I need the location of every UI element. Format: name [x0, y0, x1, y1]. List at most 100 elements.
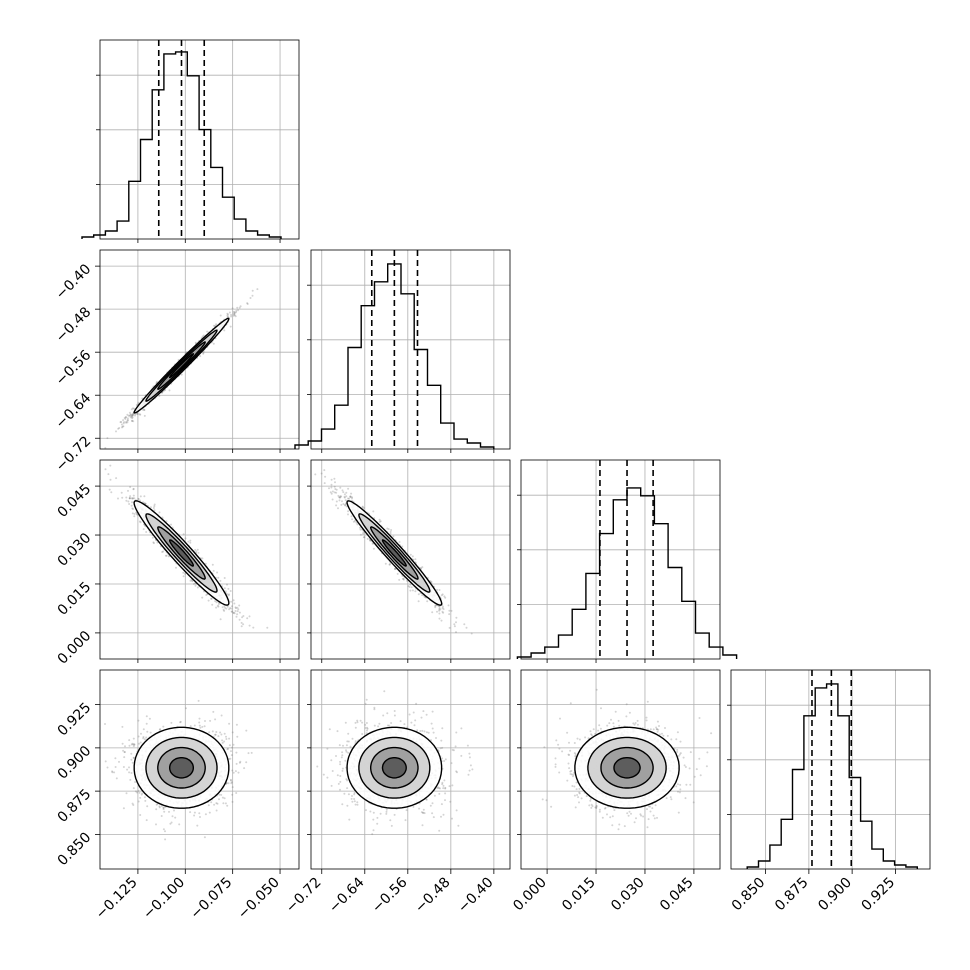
sample-point [132, 407, 134, 410]
sample-point [236, 613, 239, 616]
sample-point [235, 311, 237, 314]
sample-point [335, 491, 338, 494]
sample-point [379, 520, 382, 523]
sample-point [153, 509, 156, 512]
sample-point [230, 315, 233, 318]
sample-point [436, 588, 439, 591]
sample-point [180, 373, 183, 376]
sample-point [392, 535, 395, 538]
sample-point [238, 761, 241, 764]
sample-point [182, 533, 185, 536]
sample-point [161, 516, 164, 519]
sample-point [339, 486, 342, 489]
sample-point [219, 618, 222, 621]
sample-point [201, 596, 204, 599]
sample-point [132, 494, 135, 497]
sample-point [388, 563, 391, 566]
sample-point [104, 447, 107, 449]
sample-point [234, 606, 237, 609]
sample-point [334, 488, 337, 490]
sample-point [128, 411, 131, 414]
sample-point [342, 491, 345, 494]
sample-point [235, 615, 238, 618]
sample-point [231, 307, 234, 310]
sample-point [182, 575, 185, 578]
sample-point [125, 420, 128, 423]
sample-point [155, 803, 158, 806]
sample-point [131, 416, 134, 419]
sample-point [238, 611, 241, 614]
sample-point [129, 486, 132, 488]
sample-point [233, 314, 236, 317]
sample-point [135, 403, 138, 406]
sample-point [117, 497, 119, 500]
sample-point [234, 770, 237, 773]
sample-point [139, 495, 142, 498]
sample-point [231, 746, 234, 749]
sample-point [143, 796, 146, 799]
sample-point [434, 604, 437, 607]
sample-point [132, 420, 135, 423]
sample-point [110, 491, 113, 494]
sample-point [124, 418, 127, 420]
sample-point [142, 728, 145, 731]
sample-point [371, 542, 374, 545]
panel-border [520, 459, 721, 660]
sample-point [226, 312, 229, 315]
sample-point [411, 589, 414, 592]
sample-point [455, 616, 458, 619]
sample-point [232, 611, 235, 614]
histogram-panel-3 [516, 459, 738, 660]
sample-point [129, 416, 132, 419]
sample-point [130, 415, 133, 418]
sample-point [394, 567, 397, 570]
sample-point [219, 314, 222, 317]
sample-point [164, 554, 167, 557]
sample-point [131, 802, 134, 805]
sample-point [211, 563, 214, 566]
sample-point [205, 594, 208, 596]
sample-point [398, 578, 401, 581]
sample-point [85, 458, 87, 460]
sample-point [417, 593, 420, 596]
sample-point [248, 615, 251, 618]
sample-point [195, 550, 198, 553]
sample-point [350, 515, 353, 518]
sample-point [442, 608, 445, 611]
sample-point [143, 409, 146, 411]
sample-point [240, 625, 243, 628]
sample-point [232, 743, 235, 746]
sample-point [135, 511, 138, 514]
sample-point [441, 607, 444, 610]
sample-point [409, 583, 412, 586]
sample-point [238, 306, 241, 309]
sample-point [215, 323, 218, 326]
sample-point [130, 504, 133, 507]
sample-point [122, 422, 125, 425]
sample-point [198, 717, 201, 720]
sample-point [175, 566, 177, 569]
sample-point [142, 736, 145, 738]
sample-point [136, 791, 139, 794]
sample-point [450, 609, 453, 612]
histogram-step [746, 683, 918, 869]
sample-point [408, 586, 411, 588]
sample-point [125, 496, 128, 499]
sample-point [252, 626, 255, 629]
scatter-panel-2-1 [85, 249, 300, 460]
sample-point [230, 782, 233, 785]
sample-point [155, 380, 158, 383]
sample-point [210, 597, 213, 600]
sample-point [151, 536, 154, 539]
sample-point [160, 815, 163, 817]
sample-point [448, 626, 451, 629]
sample-point [128, 744, 131, 747]
sample-point [453, 623, 456, 626]
sample-point [202, 352, 205, 355]
sample-point [355, 521, 358, 524]
sample-point [133, 513, 136, 515]
sample-point [194, 341, 197, 344]
sample-point [144, 799, 147, 802]
sample-point [139, 521, 142, 524]
sample-point [420, 567, 423, 570]
